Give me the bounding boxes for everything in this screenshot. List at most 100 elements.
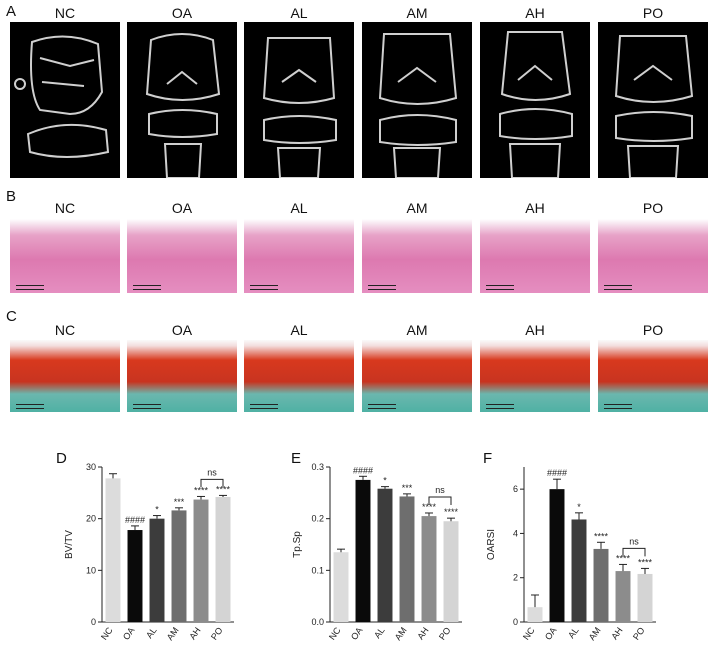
bracket-label: ns (629, 536, 639, 546)
panel-letter-a: A (6, 3, 17, 20)
bar-ah (615, 571, 631, 622)
scale-bar (604, 404, 632, 409)
safranin-image-ah (480, 340, 590, 412)
x-tick-label: NC (521, 625, 537, 642)
panel-letter-d: D (56, 450, 67, 467)
label-nc: NC (54, 200, 76, 216)
label-al: AL (290, 5, 308, 21)
he-image-oa (127, 219, 237, 293)
scale-bar (16, 285, 44, 290)
bar-am (399, 496, 415, 622)
x-tick-label: AM (587, 625, 603, 642)
y-tick-label: 20 (86, 514, 96, 524)
bar-al (377, 488, 393, 622)
significance-label: **** (194, 485, 209, 495)
y-tick-label: 4 (513, 528, 518, 538)
y-axis-label: Tp.Sp (292, 531, 303, 558)
y-tick-label: 6 (513, 484, 518, 494)
significance-label: #### (547, 468, 567, 478)
bar-ah (193, 499, 209, 622)
microct-image-am (362, 22, 472, 178)
label-oa: OA (171, 200, 193, 216)
y-tick-label: 2 (513, 573, 518, 583)
chart-bvtv: 0 10 20 30 BV/TV NC #### OA * AL *** AM **** AH **** PO… (64, 462, 234, 642)
y-tick-label: 0.2 (311, 514, 324, 524)
significance-label: **** (444, 507, 459, 517)
label-po: PO (642, 200, 664, 216)
x-tick-label: AH (415, 625, 430, 641)
label-po: PO (642, 5, 664, 21)
significance-label: **** (616, 553, 631, 563)
chart-oarsi: 0 2 4 6 OARSI NC #### OA * AL **** AM **** AH **** PO ns (486, 467, 656, 642)
label-nc: NC (54, 322, 76, 338)
label-oa: OA (171, 322, 193, 338)
x-tick-label: AM (393, 625, 409, 642)
microct-image-al (244, 22, 354, 178)
x-tick-label: AL (566, 625, 581, 640)
bar-al (149, 518, 165, 622)
scale-bar (368, 285, 396, 290)
x-tick-label: OA (349, 625, 365, 641)
x-tick-label: AH (609, 625, 624, 641)
label-ah: AH (525, 5, 545, 21)
label-ah: AH (525, 200, 545, 216)
label-oa: OA (171, 5, 193, 21)
significance-label: **** (422, 502, 437, 512)
label-am: AM (406, 5, 428, 21)
significance-label: * (383, 476, 387, 486)
safranin-image-am (362, 340, 472, 412)
panel-letter-b: B (6, 188, 17, 205)
safranin-image-oa (127, 340, 237, 412)
label-al: AL (290, 200, 308, 216)
scale-bar (368, 404, 396, 409)
y-tick-label: 10 (86, 565, 96, 575)
significance-bracket (622, 547, 646, 557)
significance-label: **** (216, 484, 231, 494)
bracket-label: ns (435, 485, 445, 495)
bar-oa (127, 530, 143, 622)
label-ah: AH (525, 322, 545, 338)
x-tick-label: PO (631, 625, 647, 641)
significance-label: **** (638, 557, 653, 567)
scale-bar (250, 404, 278, 409)
scale-bar (133, 285, 161, 290)
x-tick-label: AL (372, 625, 387, 640)
chart-tpsp: 0.0 0.1 0.2 0.3 Tp.Sp NC #### OA * AL *** AM **** AH *… (292, 462, 462, 642)
bar-nc (333, 552, 349, 622)
safranin-image-nc (10, 340, 120, 412)
scale-bar (16, 404, 44, 409)
scale-bar (604, 285, 632, 290)
label-po: PO (642, 322, 664, 338)
significance-label: #### (353, 465, 373, 475)
bar-oa (549, 489, 565, 622)
significance-label: #### (125, 515, 145, 525)
he-image-al (244, 219, 354, 293)
x-tick-label: OA (543, 625, 559, 641)
scale-bar (486, 404, 514, 409)
label-am: AM (406, 322, 428, 338)
bar-oa (355, 479, 371, 622)
safranin-image-po (598, 340, 708, 412)
bar-am (171, 510, 187, 622)
bar-ah (421, 516, 437, 622)
bar-po (637, 573, 653, 622)
x-tick-label: AH (187, 625, 202, 641)
microct-image-po (598, 22, 708, 178)
safranin-image-al (244, 340, 354, 412)
label-am: AM (406, 200, 428, 216)
y-tick-label: 0.3 (311, 462, 324, 472)
bracket-label: ns (207, 467, 217, 477)
he-image-am (362, 219, 472, 293)
significance-label: **** (594, 531, 609, 541)
y-axis-label: BV/TV (64, 530, 75, 559)
he-image-po (598, 219, 708, 293)
panel-letter-c: C (6, 308, 17, 325)
x-tick-label: PO (437, 625, 453, 641)
microct-image-ah (480, 22, 590, 178)
y-tick-label: 0.1 (311, 565, 324, 575)
bar-nc (527, 607, 543, 622)
he-image-ah (480, 219, 590, 293)
scale-bar (250, 285, 278, 290)
he-image-nc (10, 219, 120, 293)
bar-po (443, 521, 459, 622)
